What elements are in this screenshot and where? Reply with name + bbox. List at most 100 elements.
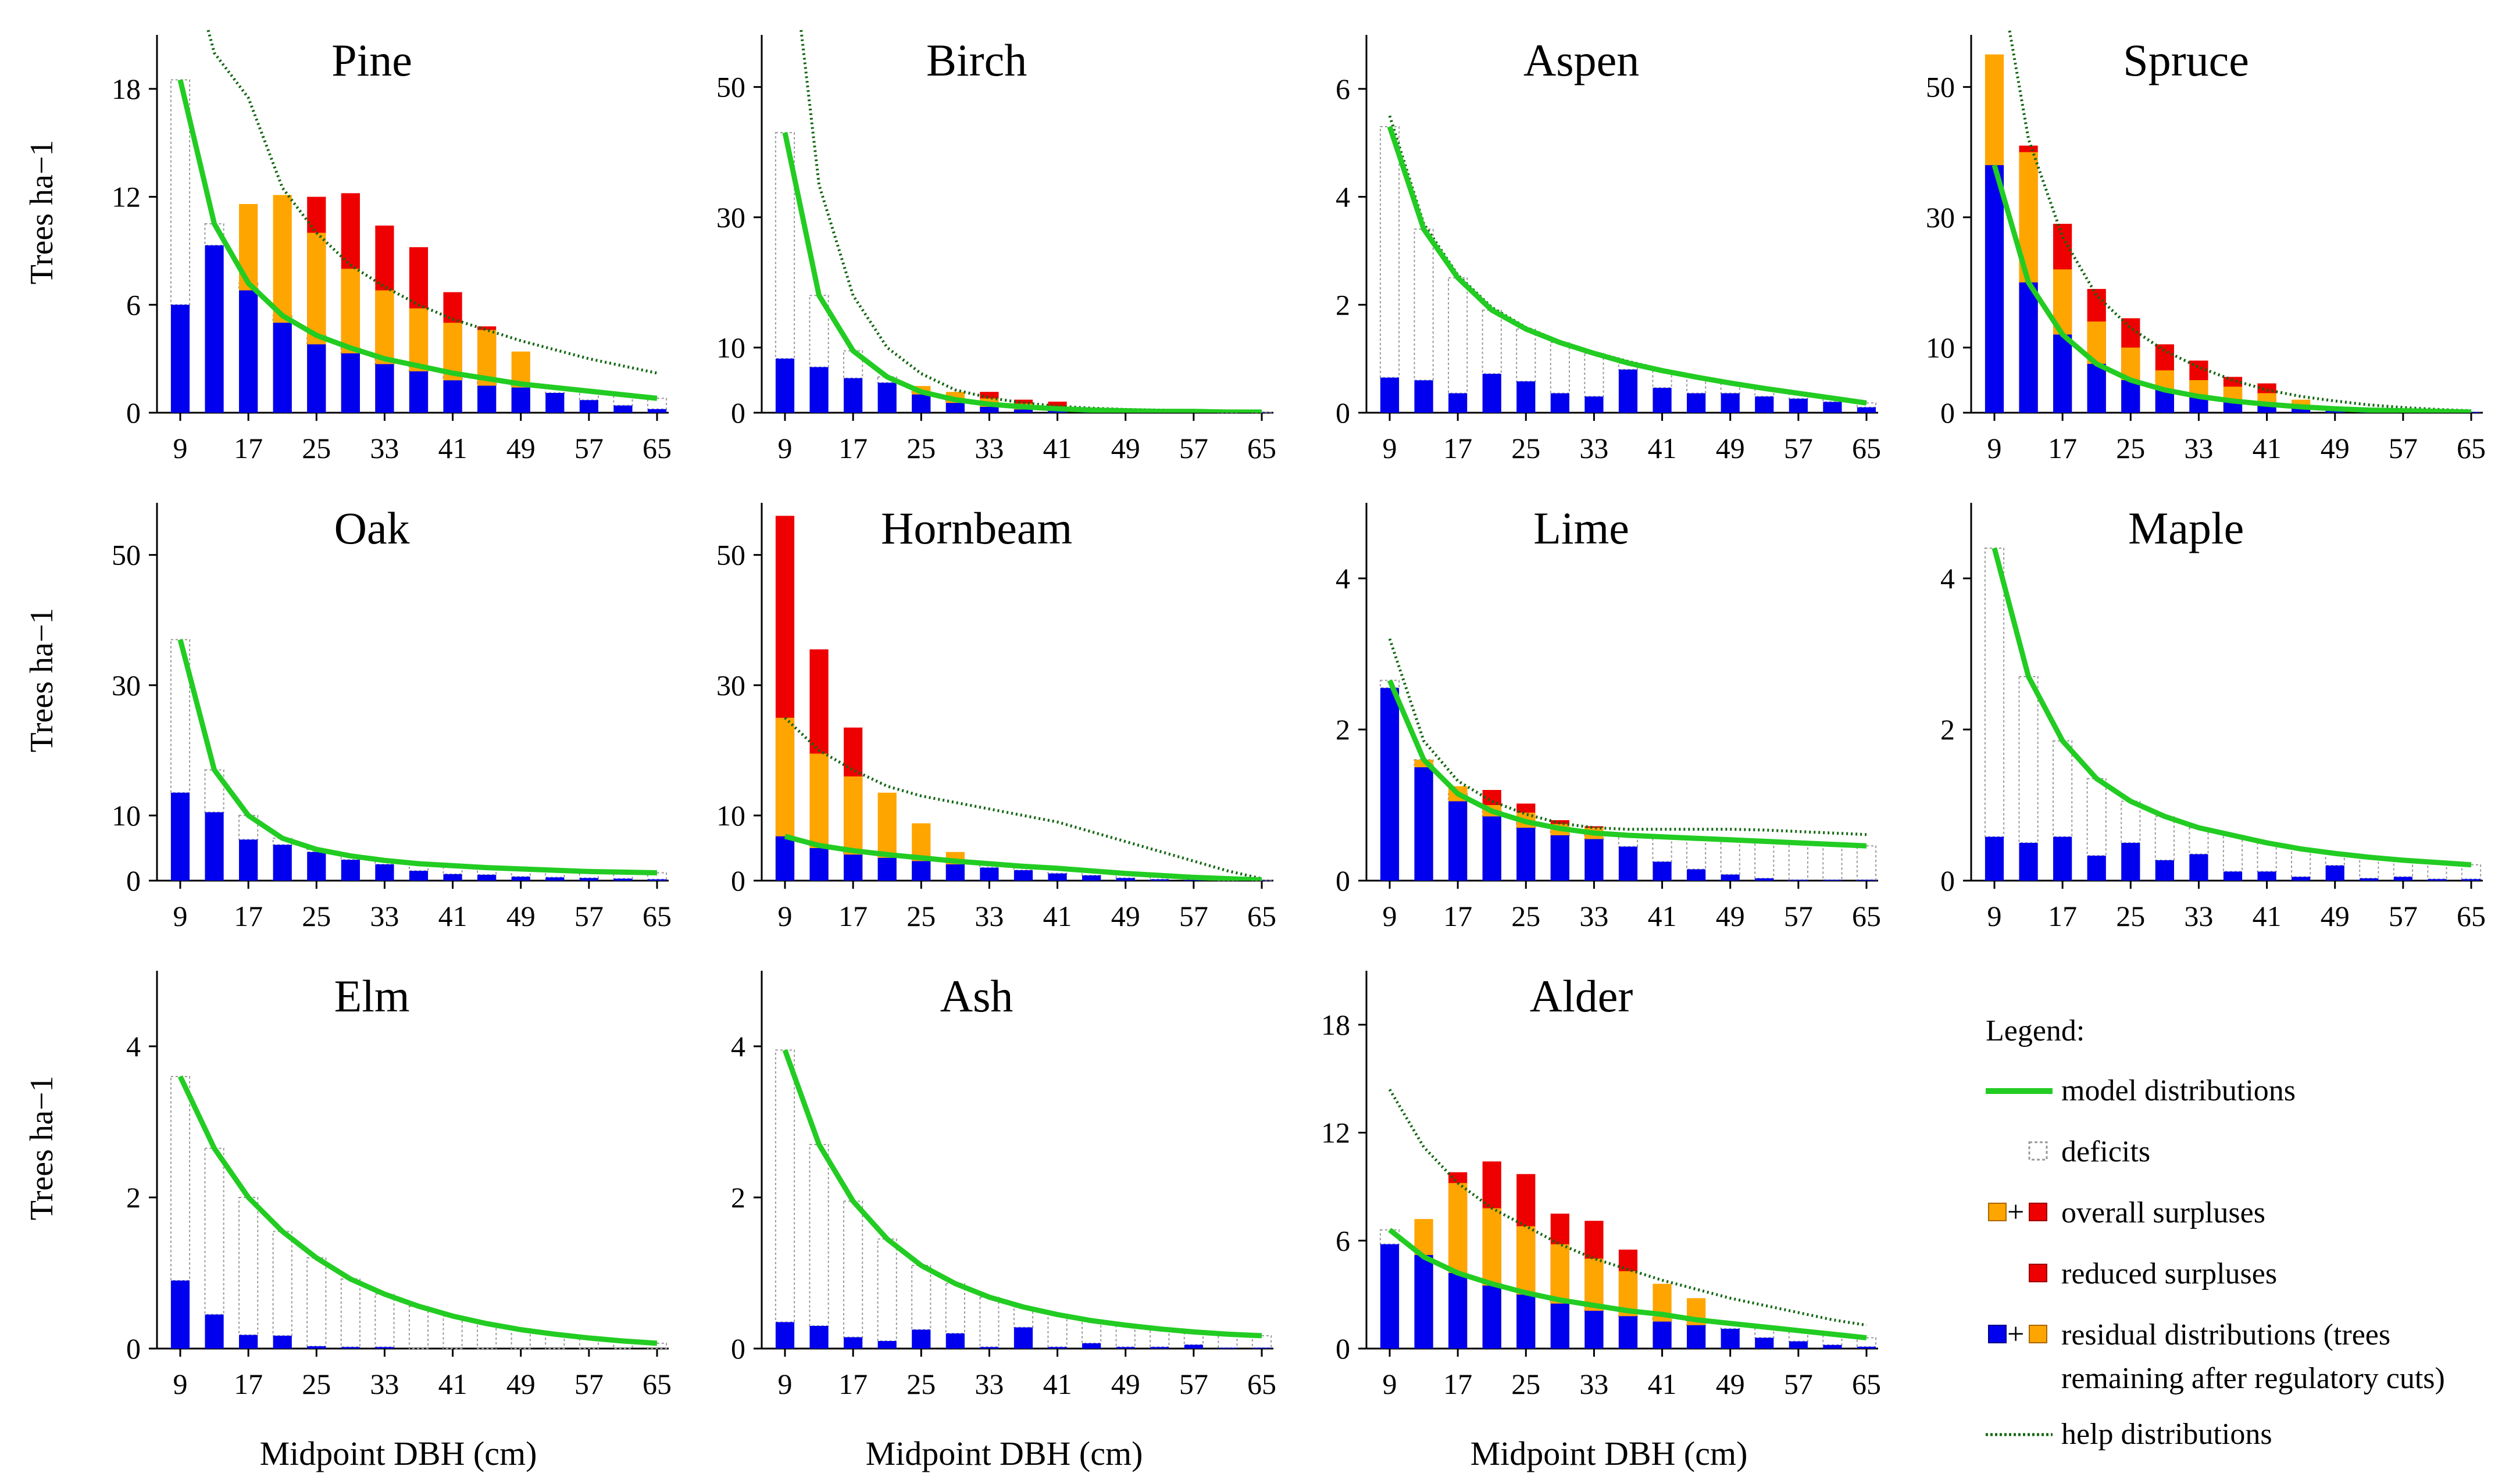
y-tick-label: 4 — [126, 1030, 141, 1063]
residual-bar — [1823, 402, 1842, 413]
legend: Legend: model distributions deficits + o… — [1986, 1014, 2445, 1451]
x-tick-label: 33 — [975, 900, 1004, 932]
residual-bar — [239, 839, 258, 881]
residual-bar — [341, 860, 360, 881]
residual-bar — [1482, 816, 1501, 881]
model-line — [1388, 1228, 1867, 1340]
panel-alder: 0 6 12 18 9 17 25 33 41 49 57 65 Alder — [1321, 971, 1881, 1400]
deficit-bar — [911, 1265, 931, 1331]
x-tick-label: 9 — [1383, 432, 1397, 464]
residual-bar — [409, 871, 429, 881]
y-label-row-2: Trees ha−1 — [24, 608, 60, 753]
residual-bar — [1857, 1346, 1876, 1349]
deficit-bar — [1379, 126, 1400, 378]
x-tick-label: 25 — [1511, 1368, 1540, 1400]
x-tick-label: 65 — [643, 1368, 672, 1400]
residual-bar — [2292, 406, 2311, 413]
residual-bar — [1116, 878, 1135, 881]
x-tick-label: 41 — [438, 432, 467, 464]
x-tick-label: 33 — [370, 432, 399, 464]
panel-title: Alder — [1530, 971, 1633, 1021]
deficit-bar — [1686, 838, 1707, 870]
panel-aspen: 0 2 4 6 9 17 25 33 41 49 57 65 Aspen — [1336, 35, 1881, 464]
y-tick-label: 0 — [1336, 1332, 1350, 1365]
x-tick-label: 65 — [1852, 1368, 1881, 1400]
residual-bar — [545, 392, 565, 413]
x-tick-label: 25 — [906, 1368, 936, 1400]
x-tick-label: 41 — [2253, 900, 2282, 932]
x-tick-label: 17 — [1443, 900, 1472, 932]
deficit-bar — [1984, 548, 2005, 838]
residual-bar — [273, 323, 292, 413]
residual-bar — [1789, 1341, 1808, 1349]
y-tick-label: 0 — [731, 1332, 745, 1365]
x-tick-label: 49 — [1111, 1368, 1140, 1400]
residual-bar — [1550, 393, 1569, 413]
x-tick-label: 33 — [2184, 432, 2213, 464]
deficit-bar — [2291, 848, 2311, 878]
x-tick-label: 49 — [506, 1368, 536, 1400]
residual-bar — [809, 367, 829, 413]
residual-bar — [443, 874, 462, 881]
y-tick-label: 0 — [731, 396, 745, 429]
residual-bar — [1218, 1347, 1237, 1349]
deficit-bar — [2086, 778, 2107, 857]
residual-bar — [341, 1347, 360, 1349]
residual-bar — [477, 385, 497, 413]
y-tick-label: 0 — [126, 396, 141, 429]
legend-reduced-label: reduced surpluses — [2061, 1257, 2277, 1290]
residual-bar — [1116, 1347, 1135, 1349]
help-line — [206, 29, 658, 375]
model-line — [1387, 126, 1867, 406]
x-tick-label: 49 — [1111, 900, 1140, 932]
x-tick-label: 41 — [438, 900, 467, 932]
legend-residual-plus: + — [2007, 1318, 2024, 1351]
deficit-bar — [1720, 839, 1740, 875]
x-tick-label: 17 — [234, 900, 263, 932]
residual-bar — [844, 1337, 863, 1349]
y-tick-label: 12 — [1321, 1117, 1350, 1149]
residual-bar — [1823, 1344, 1842, 1349]
residual-bar — [2121, 843, 2140, 881]
residual-bar — [1755, 878, 1774, 881]
help-line — [783, 1049, 1262, 1338]
y-tick-label: 50 — [716, 539, 745, 571]
residual-bar — [1755, 1338, 1774, 1349]
x-tick-label: 49 — [1716, 900, 1745, 932]
residual-bar — [1584, 1311, 1604, 1349]
legend-overall-label: overall surpluses — [2061, 1196, 2265, 1229]
residual-bar — [1414, 380, 1433, 413]
residual-bar — [2257, 871, 2276, 881]
residual-bar — [2053, 334, 2072, 413]
x-tick-label: 41 — [1648, 900, 1677, 932]
residual-bar — [2393, 877, 2412, 881]
residual-bar — [307, 344, 326, 413]
deficit-bar — [374, 1293, 395, 1348]
residual-bar — [945, 403, 965, 413]
x-tick-label: 33 — [370, 900, 399, 932]
x-tick-label: 49 — [506, 432, 536, 464]
residual-bar — [239, 290, 258, 413]
residual-bar — [2019, 282, 2038, 413]
y-label-row-3: Trees ha−1 — [24, 1076, 60, 1221]
x-tick-label: 17 — [838, 432, 868, 464]
panel-title: Ash — [940, 971, 1013, 1021]
y-label-row-1: Trees ha−1 — [24, 140, 60, 285]
x-tick-label: 9 — [1383, 900, 1397, 932]
residual-bar — [2087, 856, 2106, 881]
x-tick-label: 33 — [975, 432, 1004, 464]
residual-bar — [1687, 869, 1706, 881]
residual-bar — [375, 364, 394, 413]
x-tick-label: 49 — [1716, 432, 1745, 464]
deficit-bar — [2018, 676, 2039, 843]
residual-bar — [1082, 1343, 1101, 1349]
legend-residual-label-line2: remaining after regulatory cuts) — [2061, 1362, 2445, 1395]
x-tick-label: 57 — [1179, 432, 1208, 464]
x-tick-label: 41 — [1043, 1368, 1072, 1400]
residual-bar — [980, 406, 999, 413]
y-tick-label: 30 — [716, 201, 745, 234]
deficit-bar — [204, 1147, 224, 1315]
x-tick-label: 65 — [2457, 900, 2486, 932]
x-tick-label: 9 — [778, 1368, 793, 1400]
